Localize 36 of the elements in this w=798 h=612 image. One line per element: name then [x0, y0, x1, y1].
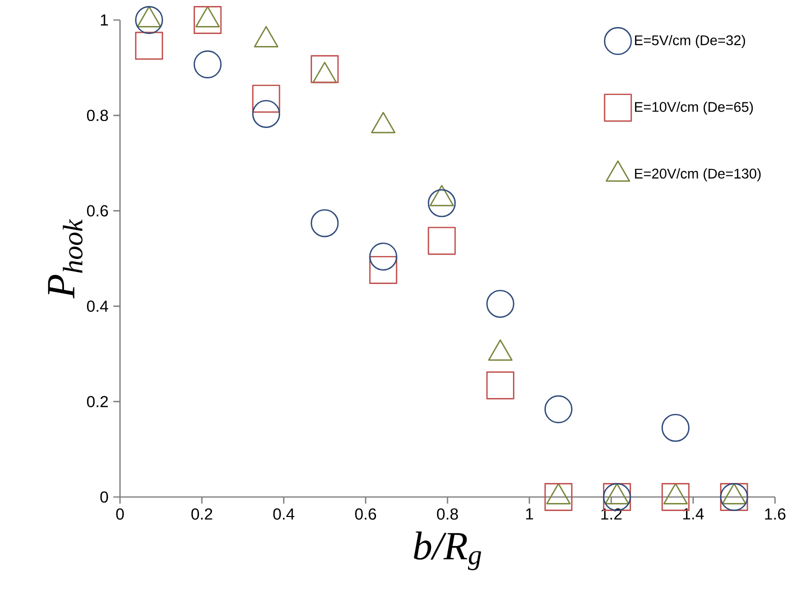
- y-tick-label: 0: [100, 491, 108, 503]
- point: [486, 371, 514, 400]
- x-tick-label: 1.4: [683, 508, 704, 520]
- point: [544, 395, 572, 424]
- point: [486, 290, 514, 318]
- point: [252, 84, 280, 113]
- x-tick-label: 0.4: [273, 508, 294, 520]
- y-tick-label: 0.6: [87, 205, 108, 216]
- x-tick-label: 1.6: [765, 508, 786, 520]
- point: [194, 50, 222, 78]
- point: [135, 32, 164, 60]
- x-tick-label: 1: [526, 508, 534, 520]
- point: [135, 6, 164, 34]
- x-tick-label: 0: [116, 508, 124, 520]
- point: [369, 242, 398, 271]
- x-tick-label: 0.2: [191, 508, 212, 520]
- y-tick-label: 0.8: [87, 110, 108, 122]
- point: [544, 482, 572, 512]
- legend-label: E=5V/cm (De=32): [635, 34, 746, 48]
- legend-label: E=20V/cm (De=130): [635, 168, 761, 182]
- y-tick-label: 0.4: [87, 300, 108, 312]
- point: [310, 55, 339, 84]
- y-axis-title: P$_{hook}$: [48, 218, 83, 298]
- point: [428, 189, 456, 218]
- x-axis-title: b/R$_{g}$: [414, 532, 482, 570]
- y-tick-label: 1: [100, 14, 108, 26]
- point: [252, 100, 280, 128]
- legend-label: E=10V/cm (De=65): [635, 102, 753, 115]
- point: [369, 256, 398, 284]
- x-tick-label: 0.8: [437, 508, 458, 520]
- point: [194, 6, 222, 34]
- x-tick-label: 0.6: [355, 508, 376, 520]
- point: [662, 414, 690, 442]
- point: [310, 209, 339, 238]
- point: [428, 226, 456, 255]
- y-tick-label: 0.2: [87, 396, 108, 408]
